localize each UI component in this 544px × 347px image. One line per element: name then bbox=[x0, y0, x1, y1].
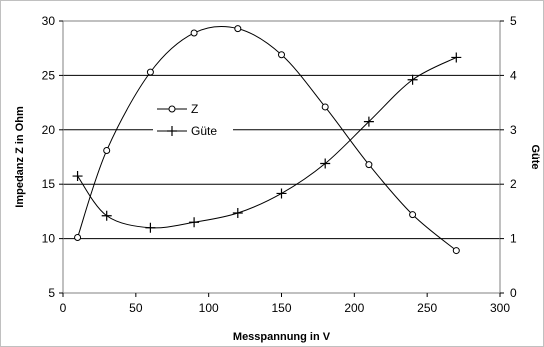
legend-marker bbox=[168, 105, 176, 113]
data-point bbox=[146, 68, 154, 76]
y-left-tick-label: 5 bbox=[48, 286, 55, 300]
y-axis-left-title: Impedanz Z in Ohm bbox=[14, 106, 26, 208]
legend: Z Güte bbox=[153, 96, 233, 142]
y-axis-right-title: Güte bbox=[529, 144, 541, 169]
data-point bbox=[74, 234, 82, 242]
series-line bbox=[77, 57, 457, 229]
legend-box bbox=[153, 96, 233, 142]
series-z bbox=[74, 25, 460, 255]
x-tick-label: 100 bbox=[199, 301, 219, 315]
data-point bbox=[363, 116, 374, 127]
x-tick-label: 250 bbox=[417, 301, 437, 315]
data-point bbox=[365, 161, 373, 169]
legend-label: Z bbox=[191, 102, 198, 116]
series-line bbox=[77, 25, 457, 251]
x-axis-title: Messpannung in V bbox=[233, 331, 331, 343]
y-left-tick-label: 15 bbox=[42, 177, 56, 191]
data-point bbox=[145, 222, 156, 233]
x-tick-label: 0 bbox=[60, 301, 67, 315]
y-right-tick-label: 5 bbox=[510, 14, 517, 28]
series-g-te bbox=[72, 52, 462, 233]
data-point bbox=[451, 52, 462, 63]
y-left-tick-label: 10 bbox=[42, 232, 56, 246]
y-left-tick-label: 25 bbox=[42, 68, 56, 82]
legend-label: Güte bbox=[191, 124, 217, 138]
x-tick-label: 150 bbox=[271, 301, 291, 315]
data-point bbox=[103, 146, 111, 154]
x-tick-label: 200 bbox=[344, 301, 364, 315]
data-point bbox=[72, 171, 83, 182]
y-right-tick-label: 3 bbox=[510, 123, 517, 137]
y-right-tick-label: 1 bbox=[510, 232, 517, 246]
data-point bbox=[452, 247, 460, 255]
x-tick-label: 300 bbox=[490, 301, 510, 315]
data-point bbox=[321, 103, 329, 111]
y-left-tick-label: 20 bbox=[42, 123, 56, 137]
y-right-tick-label: 2 bbox=[510, 177, 517, 191]
x-tick-label: 50 bbox=[129, 301, 143, 315]
data-point bbox=[278, 51, 285, 59]
data-point bbox=[276, 188, 287, 199]
y-right-tick-label: 4 bbox=[510, 68, 517, 82]
data-point bbox=[409, 211, 417, 219]
data-point bbox=[407, 74, 418, 85]
data-point bbox=[320, 158, 331, 169]
legend-marker bbox=[167, 126, 177, 136]
y-left-tick-label: 30 bbox=[42, 14, 56, 28]
legend-item-g-te: Güte bbox=[157, 124, 217, 138]
legend-item-z: Z bbox=[157, 102, 198, 116]
series bbox=[72, 25, 462, 255]
y-right-tick-label: 0 bbox=[510, 286, 517, 300]
data-point bbox=[234, 25, 242, 33]
data-point bbox=[189, 217, 200, 228]
data-point bbox=[101, 210, 112, 221]
data-point bbox=[232, 208, 243, 219]
data-point bbox=[190, 29, 198, 37]
